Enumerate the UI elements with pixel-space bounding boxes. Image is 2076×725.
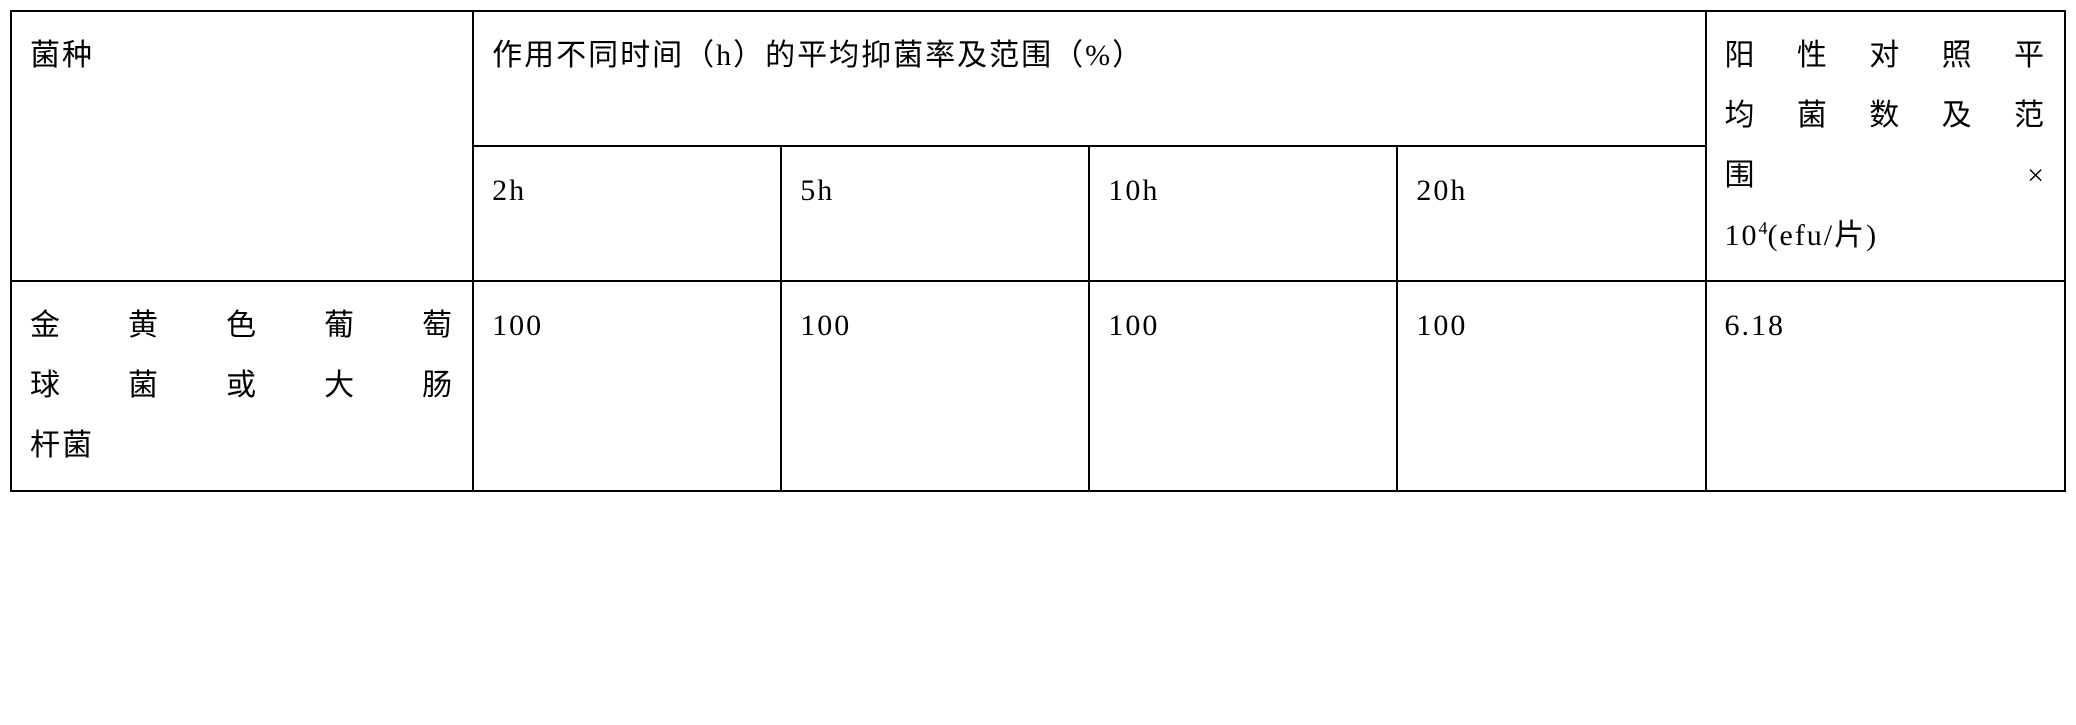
value-2: 100 — [1108, 309, 1159, 342]
header-time-3: 20h — [1397, 146, 1705, 281]
header-time-group-label: 作用不同时间（h）的平均抑菌率及范围（%） — [492, 39, 1144, 72]
header-control-line3-pre: 围 — [1725, 146, 1757, 206]
cell-value-0: 100 — [473, 281, 781, 491]
header-control-line2: 均菌数及范 — [1725, 86, 2046, 146]
species-line3: 杆菌 — [30, 416, 454, 476]
header-row-1: 菌种 作用不同时间（h）的平均抑菌率及范围（%） 阳性对照平 均菌数及范 围 ×… — [11, 11, 2065, 146]
antibacterial-data-table: 菌种 作用不同时间（h）的平均抑菌率及范围（%） 阳性对照平 均菌数及范 围 ×… — [10, 10, 2066, 492]
header-time-2: 10h — [1089, 146, 1397, 281]
cell-control-value: 6.18 — [1706, 281, 2065, 491]
header-control-base: 10 — [1725, 219, 1759, 252]
header-control-line3: 围 × — [1725, 146, 2046, 206]
cell-value-2: 100 — [1089, 281, 1397, 491]
header-time-2-label: 10h — [1108, 174, 1159, 207]
header-time-3-label: 20h — [1416, 174, 1467, 207]
header-control-multiplier: × — [2027, 146, 2046, 206]
value-0: 100 — [492, 309, 543, 342]
header-time-1: 5h — [781, 146, 1089, 281]
value-1: 100 — [800, 309, 851, 342]
header-control-exponent: 4 — [1759, 218, 1768, 238]
header-time-0-label: 2h — [492, 174, 526, 207]
cell-value-3: 100 — [1397, 281, 1705, 491]
species-line1: 金黄色葡萄 — [30, 296, 454, 356]
antibacterial-table-container: 菌种 作用不同时间（h）的平均抑菌率及范围（%） 阳性对照平 均菌数及范 围 ×… — [10, 10, 2066, 492]
header-control-unit: (efu/片) — [1768, 219, 1879, 252]
header-species: 菌种 — [11, 11, 473, 281]
header-control: 阳性对照平 均菌数及范 围 × 104(efu/片) — [1706, 11, 2065, 281]
header-control-line1: 阳性对照平 — [1725, 26, 2046, 86]
cell-value-1: 100 — [781, 281, 1089, 491]
header-time-1-label: 5h — [800, 174, 834, 207]
species-line2: 球菌或大肠 — [30, 356, 454, 416]
value-3: 100 — [1416, 309, 1467, 342]
data-row: 金黄色葡萄 球菌或大肠 杆菌 100 100 100 100 6.18 — [11, 281, 2065, 491]
cell-species: 金黄色葡萄 球菌或大肠 杆菌 — [11, 281, 473, 491]
header-time-0: 2h — [473, 146, 781, 281]
header-species-label: 菌种 — [30, 39, 94, 72]
header-time-group: 作用不同时间（h）的平均抑菌率及范围（%） — [473, 11, 1705, 146]
control-value: 6.18 — [1725, 309, 1786, 342]
header-control-line4: 104(efu/片) — [1725, 206, 2046, 266]
